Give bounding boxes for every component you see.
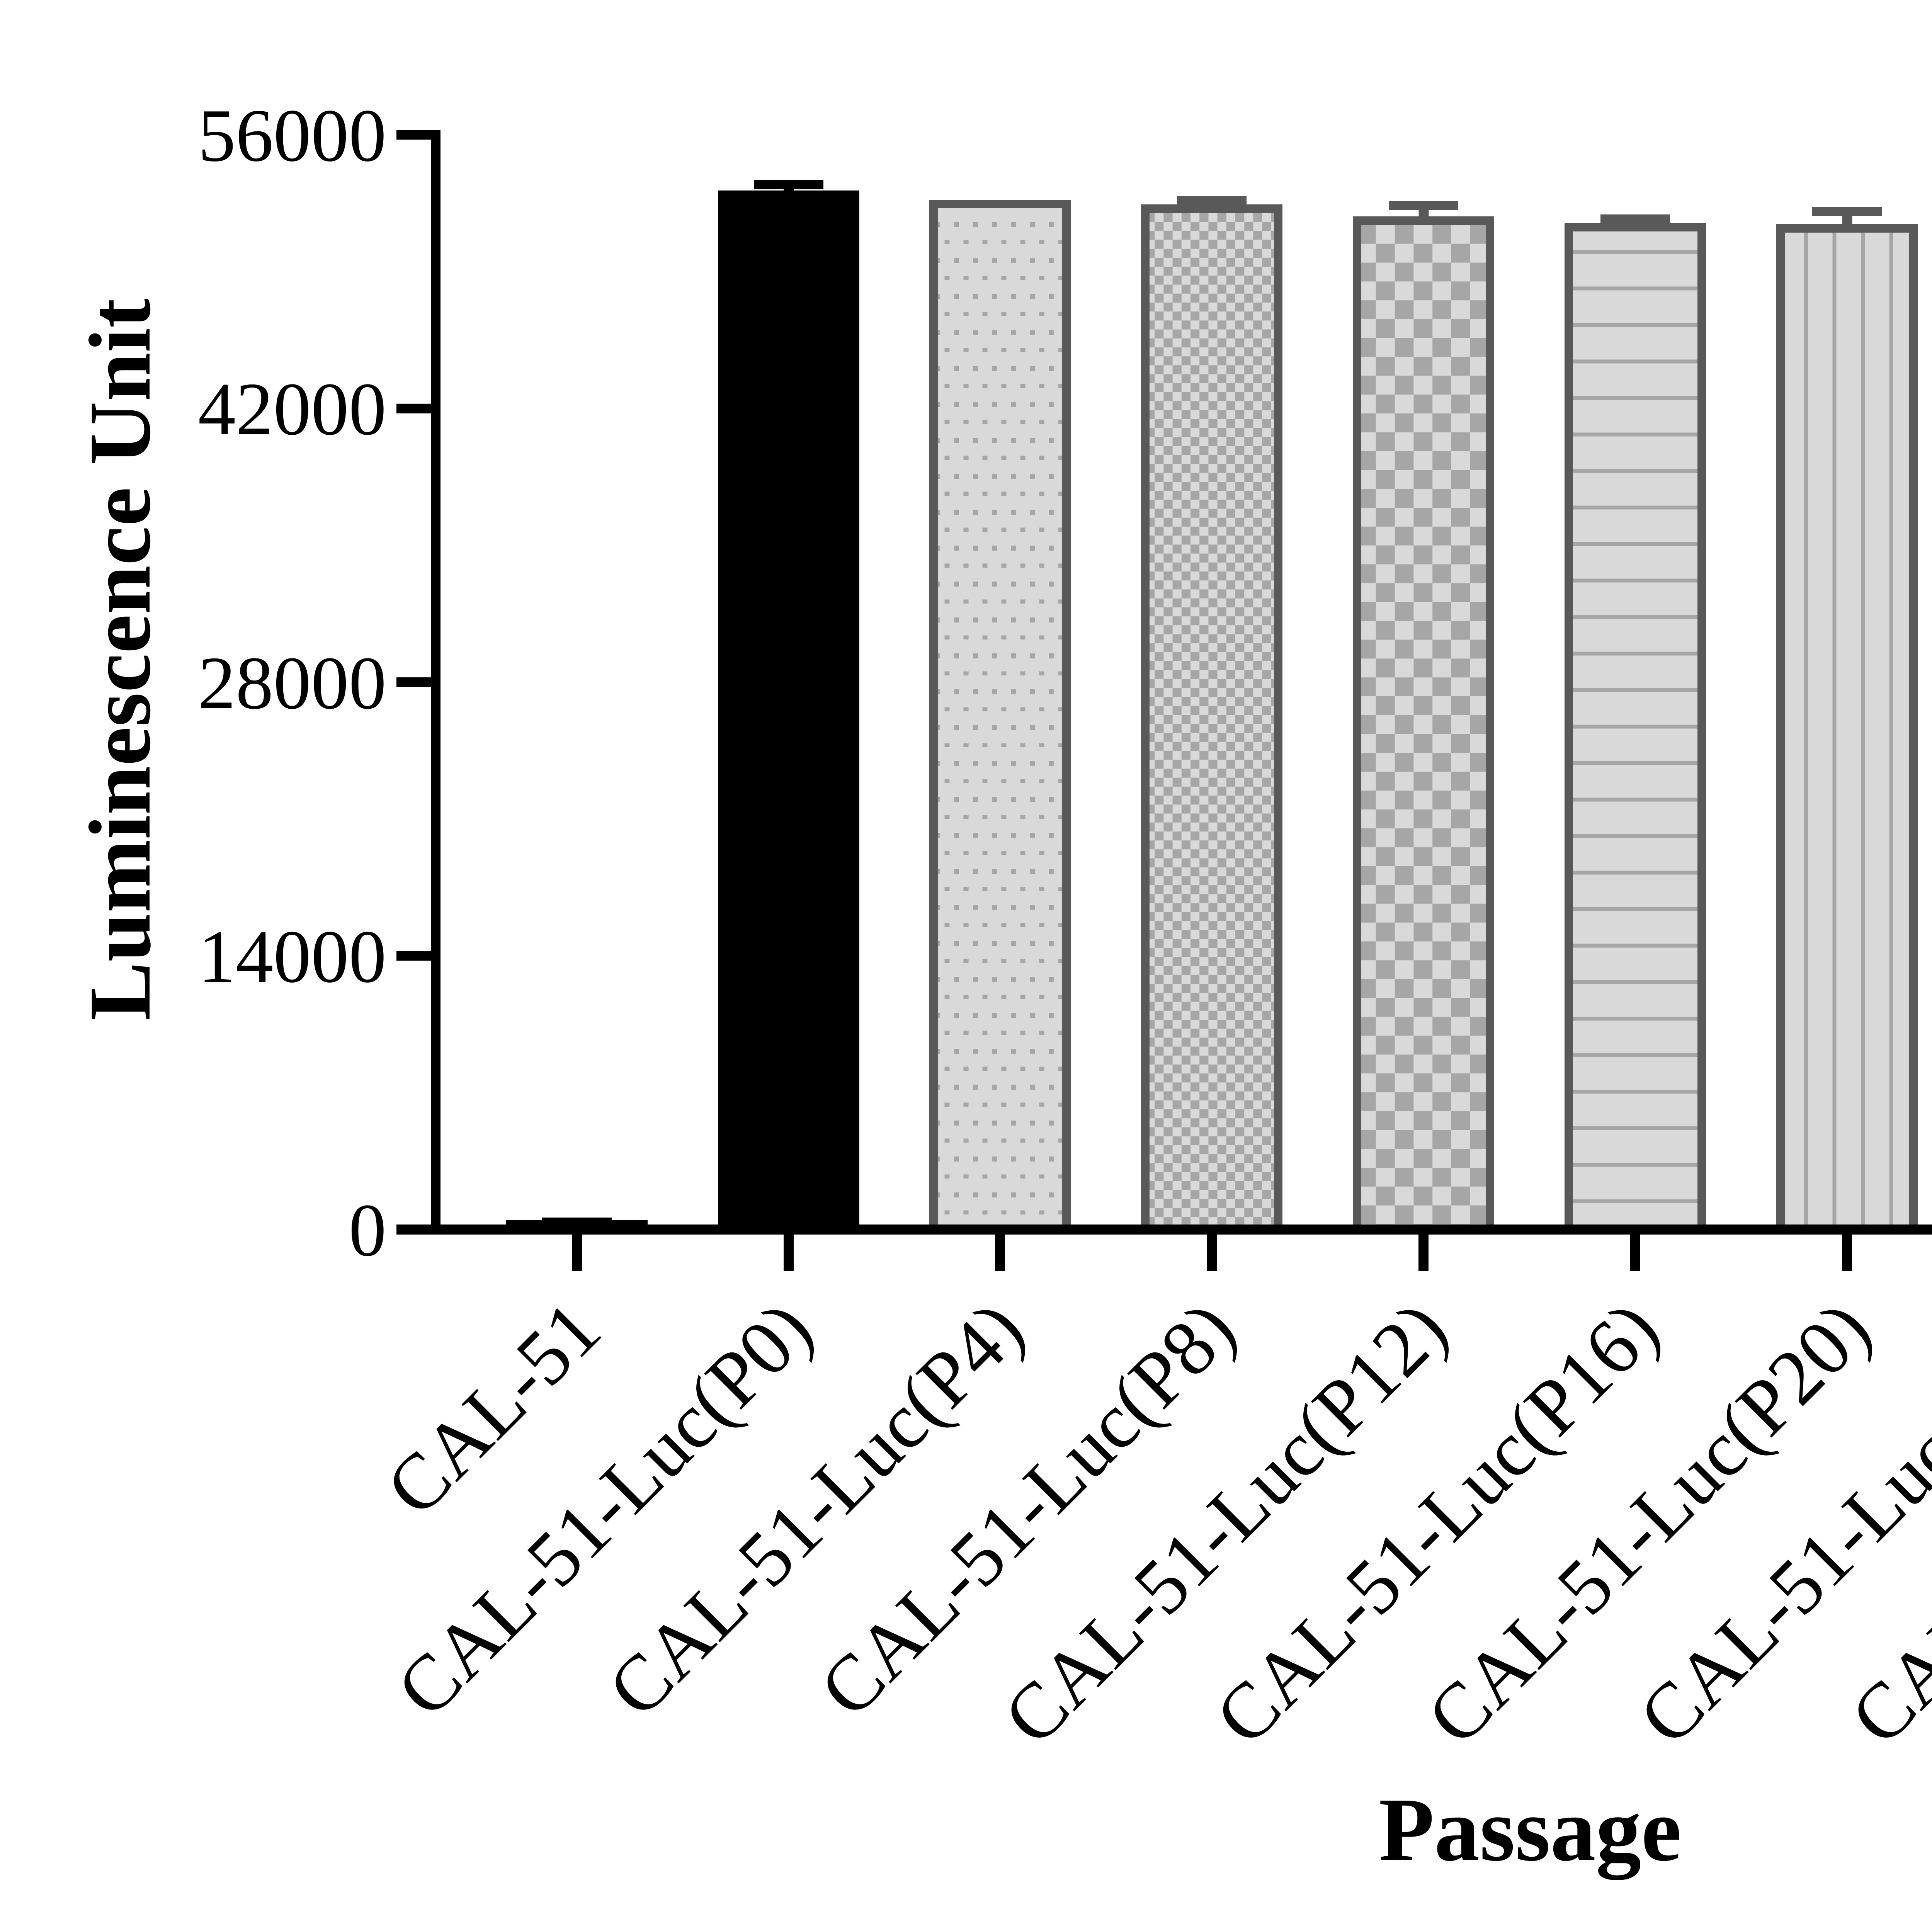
svg-text:Luminescence Unit: Luminescence Unit (71, 299, 169, 1020)
svg-text:14000: 14000 (198, 915, 387, 998)
svg-text:Passage: Passage (1379, 1779, 1681, 1880)
svg-text:56000: 56000 (198, 94, 387, 177)
svg-text:28000: 28000 (198, 641, 387, 725)
svg-text:42000: 42000 (198, 367, 387, 451)
svg-text:0: 0 (349, 1189, 387, 1272)
